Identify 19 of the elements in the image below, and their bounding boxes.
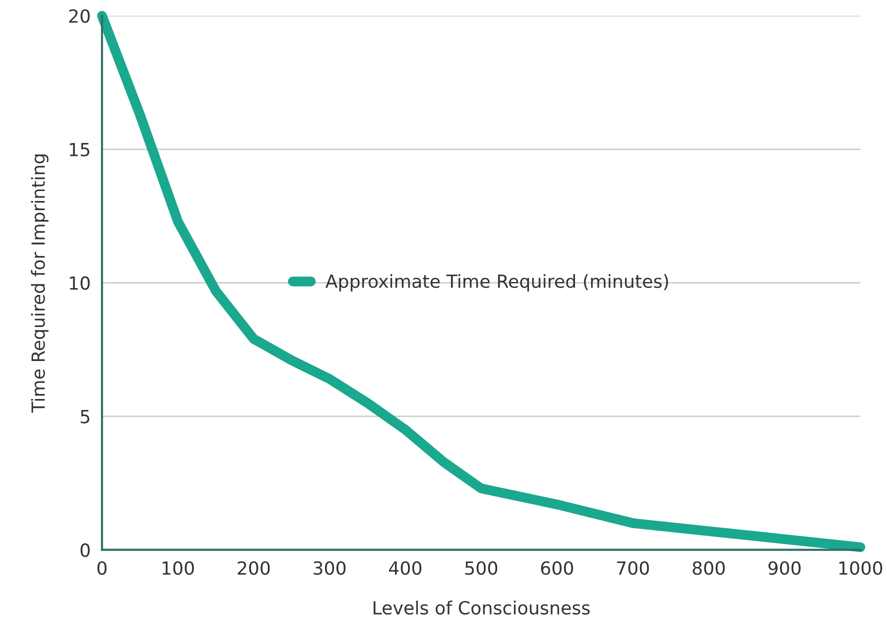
x-tick-label: 1000 [839, 561, 882, 575]
x-tick-label: 400 [389, 561, 422, 575]
y-tick-label: 0 [80, 543, 90, 557]
x-tick-label: 300 [314, 561, 346, 575]
x-tick-label: 500 [465, 561, 498, 575]
x-tick-label: 900 [768, 561, 801, 575]
y-tick-label: 20 [69, 9, 90, 23]
y-tick-label: 15 [70, 143, 90, 156]
legend-label: Approximate Time Required (minutes) [325, 274, 668, 292]
x-tick-label: 200 [238, 561, 270, 575]
y-axis-title: Time Required for Imprinting [31, 154, 48, 413]
y-tick-label: 10 [70, 276, 90, 290]
x-tick-label: 100 [162, 561, 194, 575]
x-tick-label: 800 [692, 561, 725, 575]
y-tick-label: 5 [80, 410, 90, 424]
x-tick-label: 0 [97, 561, 107, 575]
x-tick-label: 600 [541, 561, 574, 575]
x-axis-title: Levels of Consciousness [374, 600, 590, 615]
x-tick-label: 700 [617, 561, 649, 575]
